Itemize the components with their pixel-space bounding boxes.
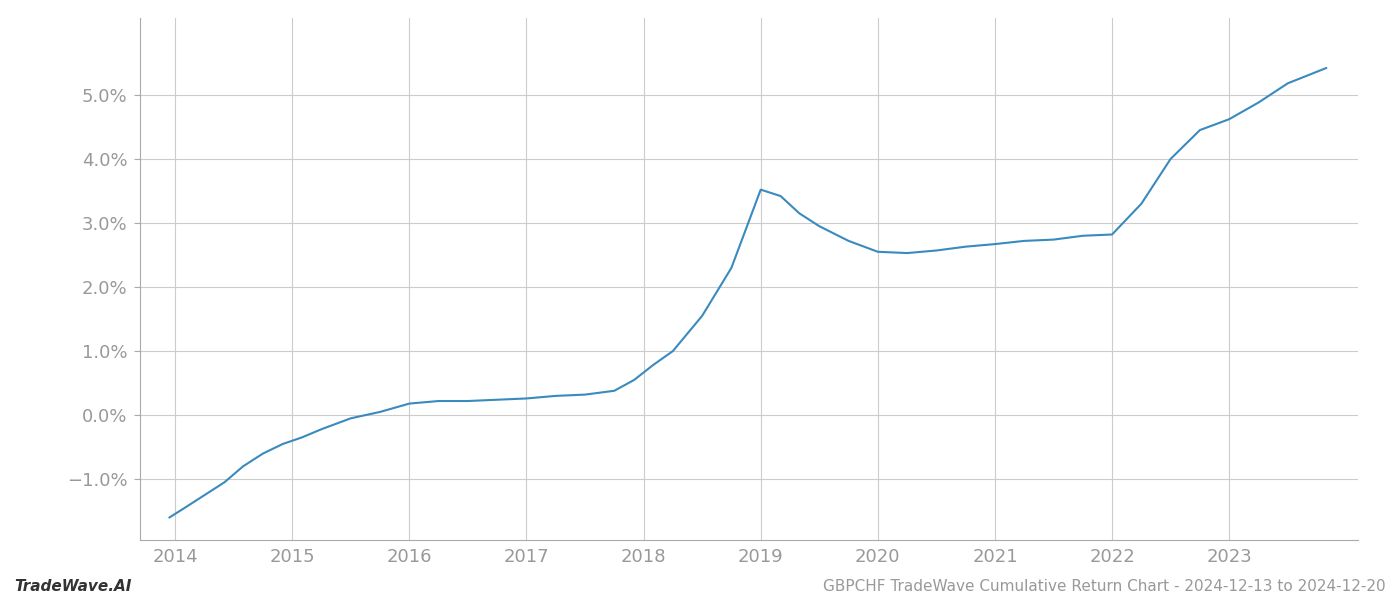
Text: GBPCHF TradeWave Cumulative Return Chart - 2024-12-13 to 2024-12-20: GBPCHF TradeWave Cumulative Return Chart… <box>823 579 1386 594</box>
Text: TradeWave.AI: TradeWave.AI <box>14 579 132 594</box>
